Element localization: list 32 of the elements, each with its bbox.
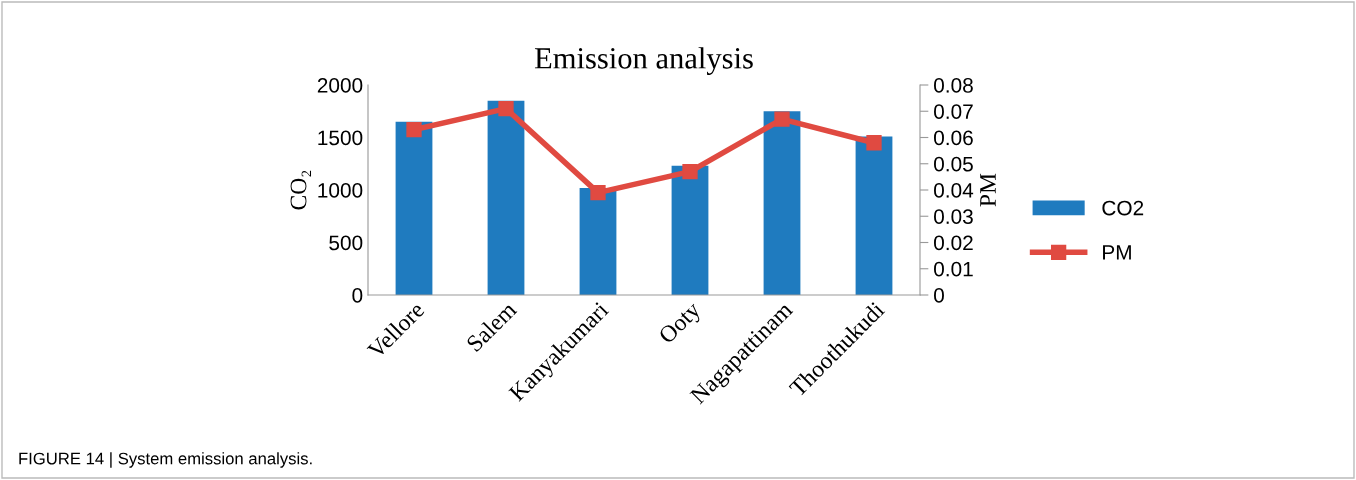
bar xyxy=(395,121,433,295)
y2-tick-label: 0.07 xyxy=(934,104,973,119)
bar xyxy=(855,136,893,295)
y2-tick-label: 0 xyxy=(934,288,944,303)
caption: FIGURE 14 | System emission analysis. xyxy=(19,452,312,468)
y-axis-title: CO₂ xyxy=(290,170,312,210)
y2-tick-label: 0.08 xyxy=(934,78,973,93)
bar xyxy=(579,187,617,295)
y2-tick-label: 0.04 xyxy=(934,183,974,198)
y-tick-label: 1000 xyxy=(318,183,363,198)
legend-label: PM xyxy=(1103,245,1131,260)
y2-axis-title: PM xyxy=(980,173,996,207)
y2-tick-label: 0.05 xyxy=(934,156,973,172)
chart-title: Emission analysis xyxy=(534,47,753,75)
legend-label: CO2 xyxy=(1102,200,1144,216)
y-tick-label: 500 xyxy=(329,235,363,251)
y-tick-label: 2000 xyxy=(317,78,363,93)
y2-tick-label: 0.02 xyxy=(934,235,973,251)
point xyxy=(406,121,422,138)
y2-tick-label: 0.01 xyxy=(934,261,973,277)
point xyxy=(774,111,790,127)
y2-tick-label: 0.06 xyxy=(934,130,973,146)
y-tick-label: 0 xyxy=(352,288,363,303)
y-tick-label: 1500 xyxy=(318,130,363,146)
y2-tick-label: 0.03 xyxy=(934,209,973,224)
point xyxy=(498,100,514,117)
bar xyxy=(763,111,801,295)
point xyxy=(590,184,606,201)
bar xyxy=(487,100,525,295)
bar xyxy=(671,165,709,295)
point xyxy=(866,135,882,151)
point xyxy=(682,163,698,180)
